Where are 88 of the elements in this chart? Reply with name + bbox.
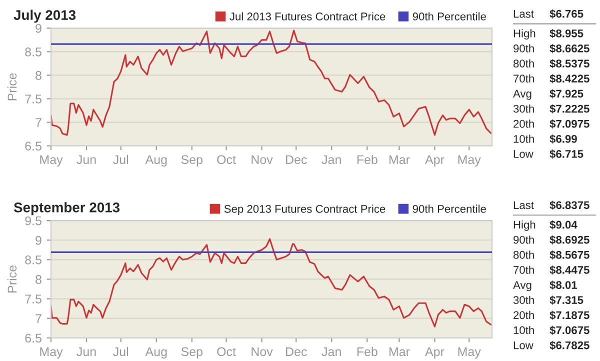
text: 30th (513, 104, 534, 113)
y-tick-label: 8.5 (25, 47, 42, 56)
line-series (51, 238, 492, 328)
y-axis-title: Price (7, 73, 17, 100)
x-tick-label: Apr (425, 347, 444, 359)
text: $8.5675 (550, 250, 590, 260)
text: 30th (513, 296, 534, 304)
legend-label: Jul 2013 Futures Contract Price (230, 12, 386, 20)
text: 10th (514, 134, 534, 143)
x-tick-label: Jul (113, 346, 128, 356)
text: 80th (513, 250, 534, 259)
text: $6.765 (550, 9, 584, 18)
text: 70th (514, 266, 534, 274)
y-axis-title: Price (7, 266, 17, 292)
y-tick-label: 6.5 (25, 334, 42, 343)
text: $8.955 (550, 28, 584, 38)
x-tick-label: Apr (425, 155, 444, 167)
x-tick-label: May (40, 347, 63, 359)
text: 20th (514, 120, 534, 128)
x-tick-label: May (458, 155, 481, 167)
x-tick-label: Dec (286, 347, 307, 356)
legend-label: Sep 2013 Futures Contract Price (224, 204, 386, 216)
x-tick-label: Sep (181, 155, 202, 167)
x-tick-label: Aug (145, 347, 167, 359)
x-tick-label: Jun (76, 155, 96, 164)
x-tick-label: Mar (389, 347, 410, 356)
text: 90th (514, 44, 534, 52)
x-tick-label: Jul (113, 154, 128, 164)
text: $8.4475 (550, 266, 590, 275)
legend-label: 90th Percentile (412, 204, 486, 213)
text: High (514, 220, 536, 231)
y-tick-label: 8.5 (25, 255, 42, 264)
text: 10th (514, 326, 534, 334)
text: 20th (514, 310, 534, 320)
x-tick-label: May (40, 155, 63, 167)
text: Low (514, 341, 534, 350)
x-tick-label: Mar (389, 155, 410, 164)
text: Avg (513, 281, 532, 292)
x-tick-label: Oct (217, 347, 236, 356)
y-tick-label: 7 (36, 314, 42, 323)
text: Last (514, 201, 534, 210)
text: $7.315 (550, 296, 584, 305)
y-tick-label: 7 (36, 118, 42, 127)
y-tick-label: 8 (36, 71, 42, 80)
x-tick-label: Nov (252, 347, 273, 356)
text: $8.4225 (550, 74, 590, 84)
text: $9.04 (550, 220, 578, 230)
chart-title: July 2013 (14, 10, 76, 23)
x-tick-label: May (458, 347, 481, 359)
text: $7.0975 (550, 119, 590, 128)
text: Avg (513, 90, 532, 100)
text: 90th (514, 236, 534, 244)
y-tick-label: 9.5 (25, 216, 42, 226)
x-tick-label: Dec (286, 155, 307, 164)
text: 80th (513, 59, 534, 68)
text: $6.715 (550, 150, 584, 159)
x-tick-label: Jan (322, 347, 341, 356)
text: $6.99 (550, 134, 577, 144)
text: $7.0675 (550, 326, 590, 335)
text: $7.1875 (550, 310, 590, 320)
x-tick-label: Feb (357, 154, 378, 164)
text: $6.7825 (550, 340, 590, 350)
x-tick-label: Sep (181, 347, 202, 359)
y-tick-label: 7.5 (25, 94, 42, 104)
x-tick-label: Oct (217, 155, 236, 164)
x-tick-label: Jun (76, 347, 96, 356)
legend-label: 90th Percentile (412, 12, 486, 20)
text: $7.925 (550, 89, 584, 98)
x-tick-label: Feb (357, 346, 378, 356)
y-tick-label: 6.5 (25, 142, 42, 150)
text: High (514, 29, 536, 40)
x-tick-label: Nov (252, 155, 273, 164)
y-tick-label: 9 (36, 236, 42, 245)
x-tick-label: Jan (322, 155, 341, 164)
text: 70th (514, 74, 534, 83)
chart-title: September 2013 (14, 202, 120, 216)
text: $7.2225 (550, 104, 590, 114)
text: Last (514, 10, 534, 18)
x-tick-label: Aug (145, 155, 167, 167)
text: $8.6925 (550, 235, 590, 244)
y-tick-label: 7.5 (25, 294, 42, 304)
text: $8.6625 (550, 44, 590, 54)
y-tick-label: 9 (36, 24, 42, 33)
text: $8.5375 (550, 59, 590, 68)
text: Low (514, 150, 534, 158)
y-tick-label: 8 (36, 275, 42, 284)
text: $6.8375 (550, 200, 590, 210)
text: $8.01 (550, 280, 578, 290)
